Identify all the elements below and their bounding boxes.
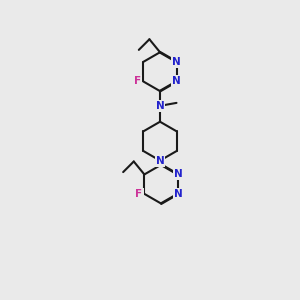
Text: F: F <box>136 189 142 199</box>
Text: N: N <box>174 169 182 179</box>
Text: N: N <box>172 57 181 67</box>
Text: F: F <box>134 76 141 86</box>
Text: N: N <box>156 101 164 111</box>
Text: N: N <box>174 189 182 199</box>
Text: N: N <box>156 156 164 166</box>
Text: N: N <box>172 76 181 86</box>
